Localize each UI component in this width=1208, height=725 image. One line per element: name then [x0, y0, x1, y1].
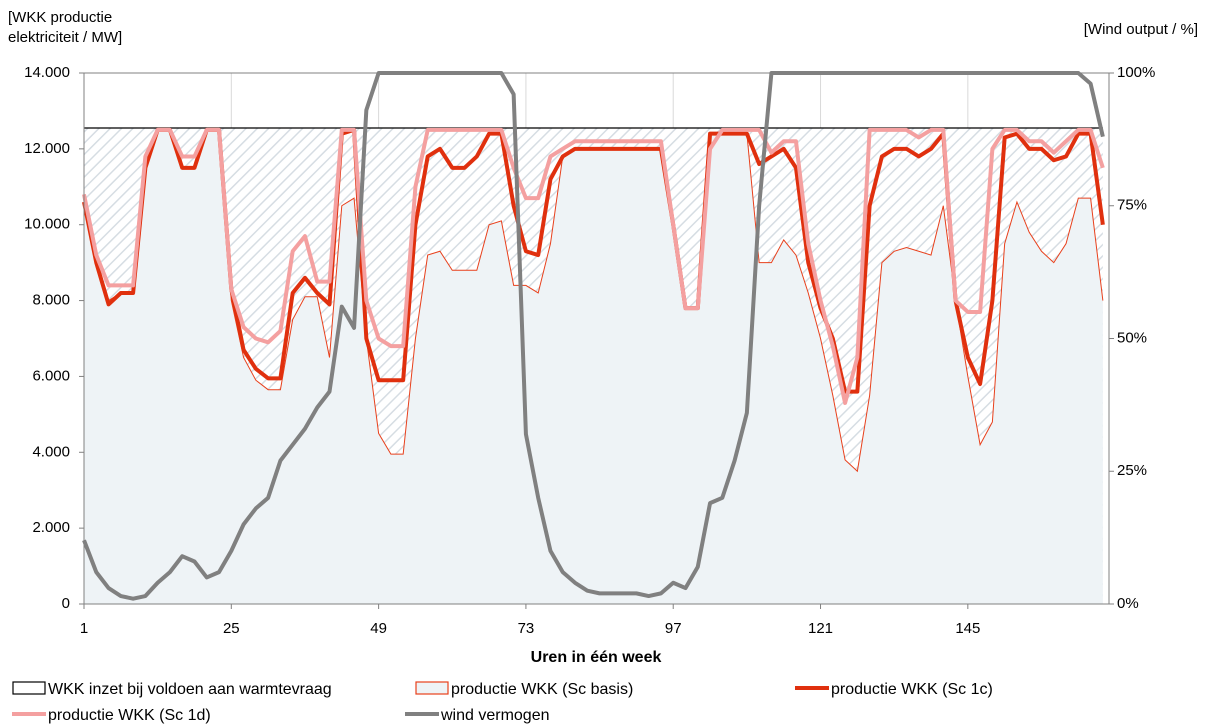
x-tick-label: 1 [80, 620, 88, 637]
y-tick-label: 10.000 [24, 216, 70, 233]
y2-tick-label: 100% [1117, 64, 1155, 81]
y2-tick-label: 50% [1117, 329, 1147, 346]
legend-swatch [405, 712, 439, 716]
legend-entry: productie WKK (Sc 1d) [12, 706, 211, 725]
legend-swatch [12, 681, 46, 695]
legend-swatch-box [415, 681, 449, 695]
x-tick-label: 145 [955, 620, 980, 637]
y2-tick-label: 25% [1117, 462, 1147, 479]
legend-entry: productie WKK (Sc basis) [415, 680, 633, 699]
y-tick-label: 2.000 [32, 519, 70, 536]
legend-label: productie WKK (Sc 1d) [48, 707, 211, 724]
line [82, 127, 1105, 405]
legend-label: productie WKK (Sc basis) [451, 681, 634, 698]
x-tick-label: 25 [223, 620, 240, 637]
legend-label: productie WKK (Sc 1c) [831, 681, 993, 698]
y2-axis-label: [Wind output / %] [1083, 21, 1198, 38]
x-tick-label: 73 [518, 620, 535, 637]
legend-label: wind vermogen [441, 707, 550, 724]
y-tick-label: 8.000 [32, 292, 70, 309]
legend-swatch-box [12, 681, 46, 695]
legend-swatch [795, 686, 829, 690]
y-tick-label: 6.000 [32, 367, 70, 384]
line [82, 127, 1105, 394]
legend-swatch [12, 712, 46, 716]
x-axis-label: Uren in één week [531, 649, 662, 666]
x-tick-label: 97 [665, 620, 682, 637]
legend-entry: wind vermogen [405, 706, 550, 725]
legend-swatch [415, 681, 449, 695]
legend-label: WKK inzet bij voldoen aan warmtevraag [48, 681, 332, 698]
y-tick-label: 4.000 [32, 443, 70, 460]
x-tick-label: 121 [808, 620, 833, 637]
legend-entry: WKK inzet bij voldoen aan warmtevraag [12, 680, 332, 699]
y2-tick-label: 75% [1117, 197, 1147, 214]
y-tick-label: 14.000 [24, 64, 70, 81]
y-tick-label: 0 [62, 595, 70, 612]
y-axis-label: [WKK productie elektriciteit / MW] [8, 9, 123, 46]
x-tick-label: 49 [370, 620, 387, 637]
y2-tick-label: 0% [1117, 595, 1139, 612]
y-tick-label: 12.000 [24, 140, 70, 157]
legend-entry: productie WKK (Sc 1c) [795, 680, 993, 699]
